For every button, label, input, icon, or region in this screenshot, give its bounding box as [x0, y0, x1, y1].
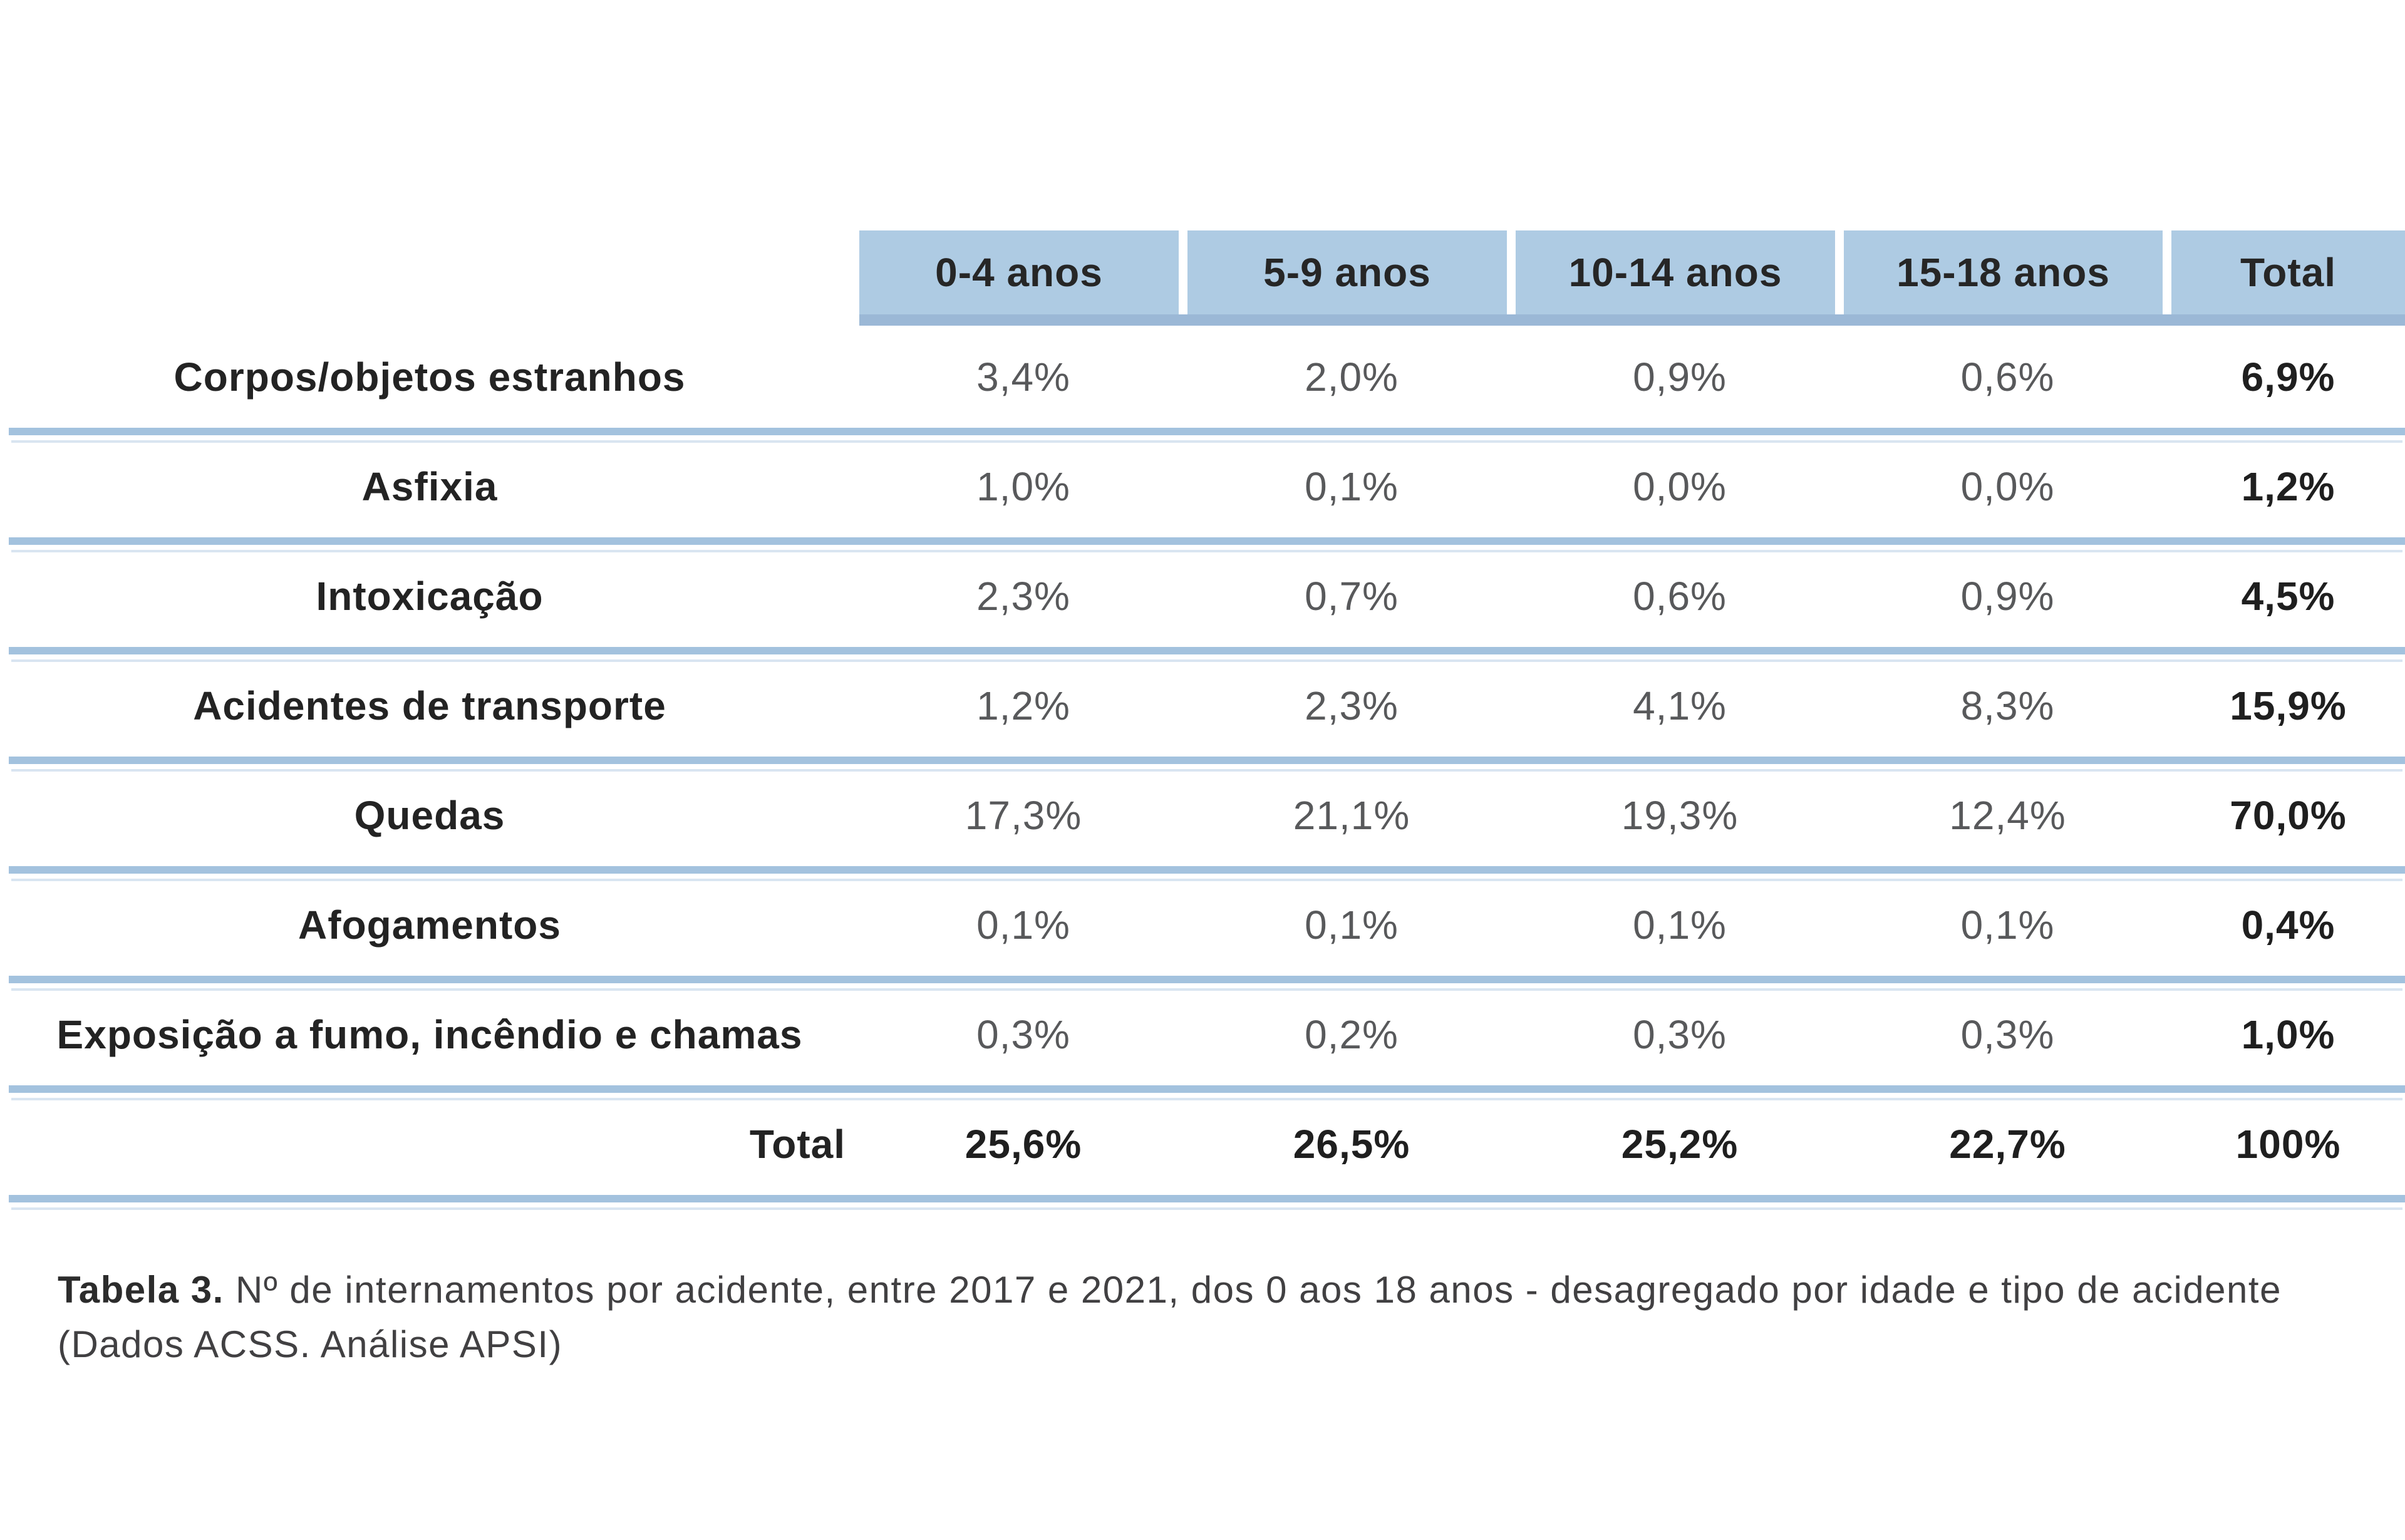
table-body: Corpos/objetos estranhos 3,4% 2,0% 0,9% 0,6… — [0, 326, 2405, 1202]
table-row: Asfixia 1,0% 0,1% 0,0% 0,0% 1,2% — [0, 435, 2405, 537]
column-header: 10-14 anos — [1516, 230, 1844, 314]
column-header: 0-4 anos — [859, 230, 1187, 314]
table-row: Afogamentos 0,1% 0,1% 0,1% 0,1% 0,4% — [0, 874, 2405, 976]
value-cell: 1,2% — [976, 683, 1070, 728]
row-label: Afogamentos — [298, 902, 561, 948]
table-row: Corpos/objetos estranhos 3,4% 2,0% 0,9% 0,6… — [0, 326, 2405, 428]
table-row: Quedas 17,3% 21,1% 19,3% 12,4% 70,0% — [0, 764, 2405, 866]
caption-label: Tabela 3. — [58, 1269, 224, 1311]
value-cell: 6,9% — [2241, 354, 2335, 400]
value-cell: 0,1% — [1305, 463, 1399, 509]
value-cell: 0,2% — [1305, 1011, 1399, 1057]
value-cell: 2,0% — [1305, 354, 1399, 400]
value-cell: 1,0% — [2241, 1011, 2335, 1057]
value-cell: 26,5% — [1293, 1121, 1410, 1167]
value-cell: 0,9% — [1633, 354, 1727, 400]
value-cell: 19,3% — [1621, 792, 1739, 838]
value-cell: 21,1% — [1293, 792, 1410, 838]
value-cell: 0,9% — [1960, 573, 2055, 619]
value-cell: 0,1% — [1960, 902, 2055, 948]
value-cell: 2,3% — [1305, 683, 1399, 728]
value-cell: 0,3% — [1633, 1011, 1727, 1057]
value-cell: 1,0% — [976, 463, 1070, 509]
table-header-row: 0-4 anos 5-9 anos 10-14 anos 15-18 anos Tota… — [0, 230, 2405, 326]
column-header: Total — [2171, 230, 2405, 314]
value-cell: 0,0% — [1633, 463, 1727, 509]
table-caption: Tabela 3. Nº de internamentos por aciden… — [58, 1263, 2369, 1372]
row-separator — [9, 866, 2405, 874]
row-label: Intoxicação — [316, 573, 544, 619]
row-label: Acidentes de transporte — [193, 683, 666, 728]
caption-text: Nº de internamentos por acidente, entre … — [58, 1269, 2282, 1365]
row-separator — [9, 1195, 2405, 1202]
row-label: Exposição a fumo, incêndio e chamas — [56, 1011, 803, 1057]
value-cell: 2,3% — [976, 573, 1070, 619]
row-label: Quedas — [354, 792, 505, 838]
value-cell: 0,1% — [1305, 902, 1399, 948]
value-cell: 4,5% — [2241, 573, 2335, 619]
value-cell: 0,3% — [976, 1011, 1070, 1057]
row-label: Asfixia — [361, 463, 498, 509]
table-row: Intoxicação 2,3% 0,7% 0,6% 0,9% 4,5% — [0, 545, 2405, 647]
table-row: Exposição a fumo, incêndio e chamas 0,3%… — [0, 983, 2405, 1085]
row-separator — [9, 428, 2405, 435]
table-corner-cell — [0, 230, 859, 326]
value-cell: 3,4% — [976, 354, 1070, 400]
row-separator — [9, 757, 2405, 764]
row-separator — [9, 647, 2405, 654]
value-cell: 0,1% — [976, 902, 1070, 948]
value-cell: 22,7% — [1949, 1121, 2066, 1167]
row-label: Total — [749, 1121, 846, 1167]
value-cell: 0,0% — [1960, 463, 2055, 509]
value-cell: 70,0% — [2230, 792, 2347, 838]
row-label: Corpos/objetos estranhos — [173, 354, 686, 400]
value-cell: 1,2% — [2241, 463, 2335, 509]
column-header: 15-18 anos — [1844, 230, 2171, 314]
value-cell: 17,3% — [965, 792, 1082, 838]
row-separator — [9, 1085, 2405, 1093]
value-cell: 25,2% — [1621, 1121, 1739, 1167]
table-row: Acidentes de transporte 1,2% 2,3% 4,1% 8,3%… — [0, 654, 2405, 757]
value-cell: 12,4% — [1949, 792, 2066, 838]
column-header: 5-9 anos — [1187, 230, 1516, 314]
row-separator — [9, 537, 2405, 545]
value-cell: 100% — [2235, 1121, 2341, 1167]
value-cell: 0,3% — [1960, 1011, 2055, 1057]
value-cell: 4,1% — [1633, 683, 1727, 728]
table-row: Total 25,6% 26,5% 25,2% 22,7% 100% — [0, 1093, 2405, 1195]
value-cell: 0,4% — [2241, 902, 2335, 948]
value-cell: 25,6% — [965, 1121, 1082, 1167]
accidents-by-age-table: 0-4 anos 5-9 anos 10-14 anos 15-18 anos Tota… — [0, 230, 2405, 1202]
value-cell: 0,1% — [1633, 902, 1727, 948]
value-cell: 8,3% — [1960, 683, 2055, 728]
row-separator — [9, 976, 2405, 983]
value-cell: 0,6% — [1633, 573, 1727, 619]
value-cell: 0,6% — [1960, 354, 2055, 400]
value-cell: 15,9% — [2230, 683, 2347, 728]
table-column-headers: 0-4 anos 5-9 anos 10-14 anos 15-18 anos Tota… — [859, 230, 2405, 326]
value-cell: 0,7% — [1305, 573, 1399, 619]
